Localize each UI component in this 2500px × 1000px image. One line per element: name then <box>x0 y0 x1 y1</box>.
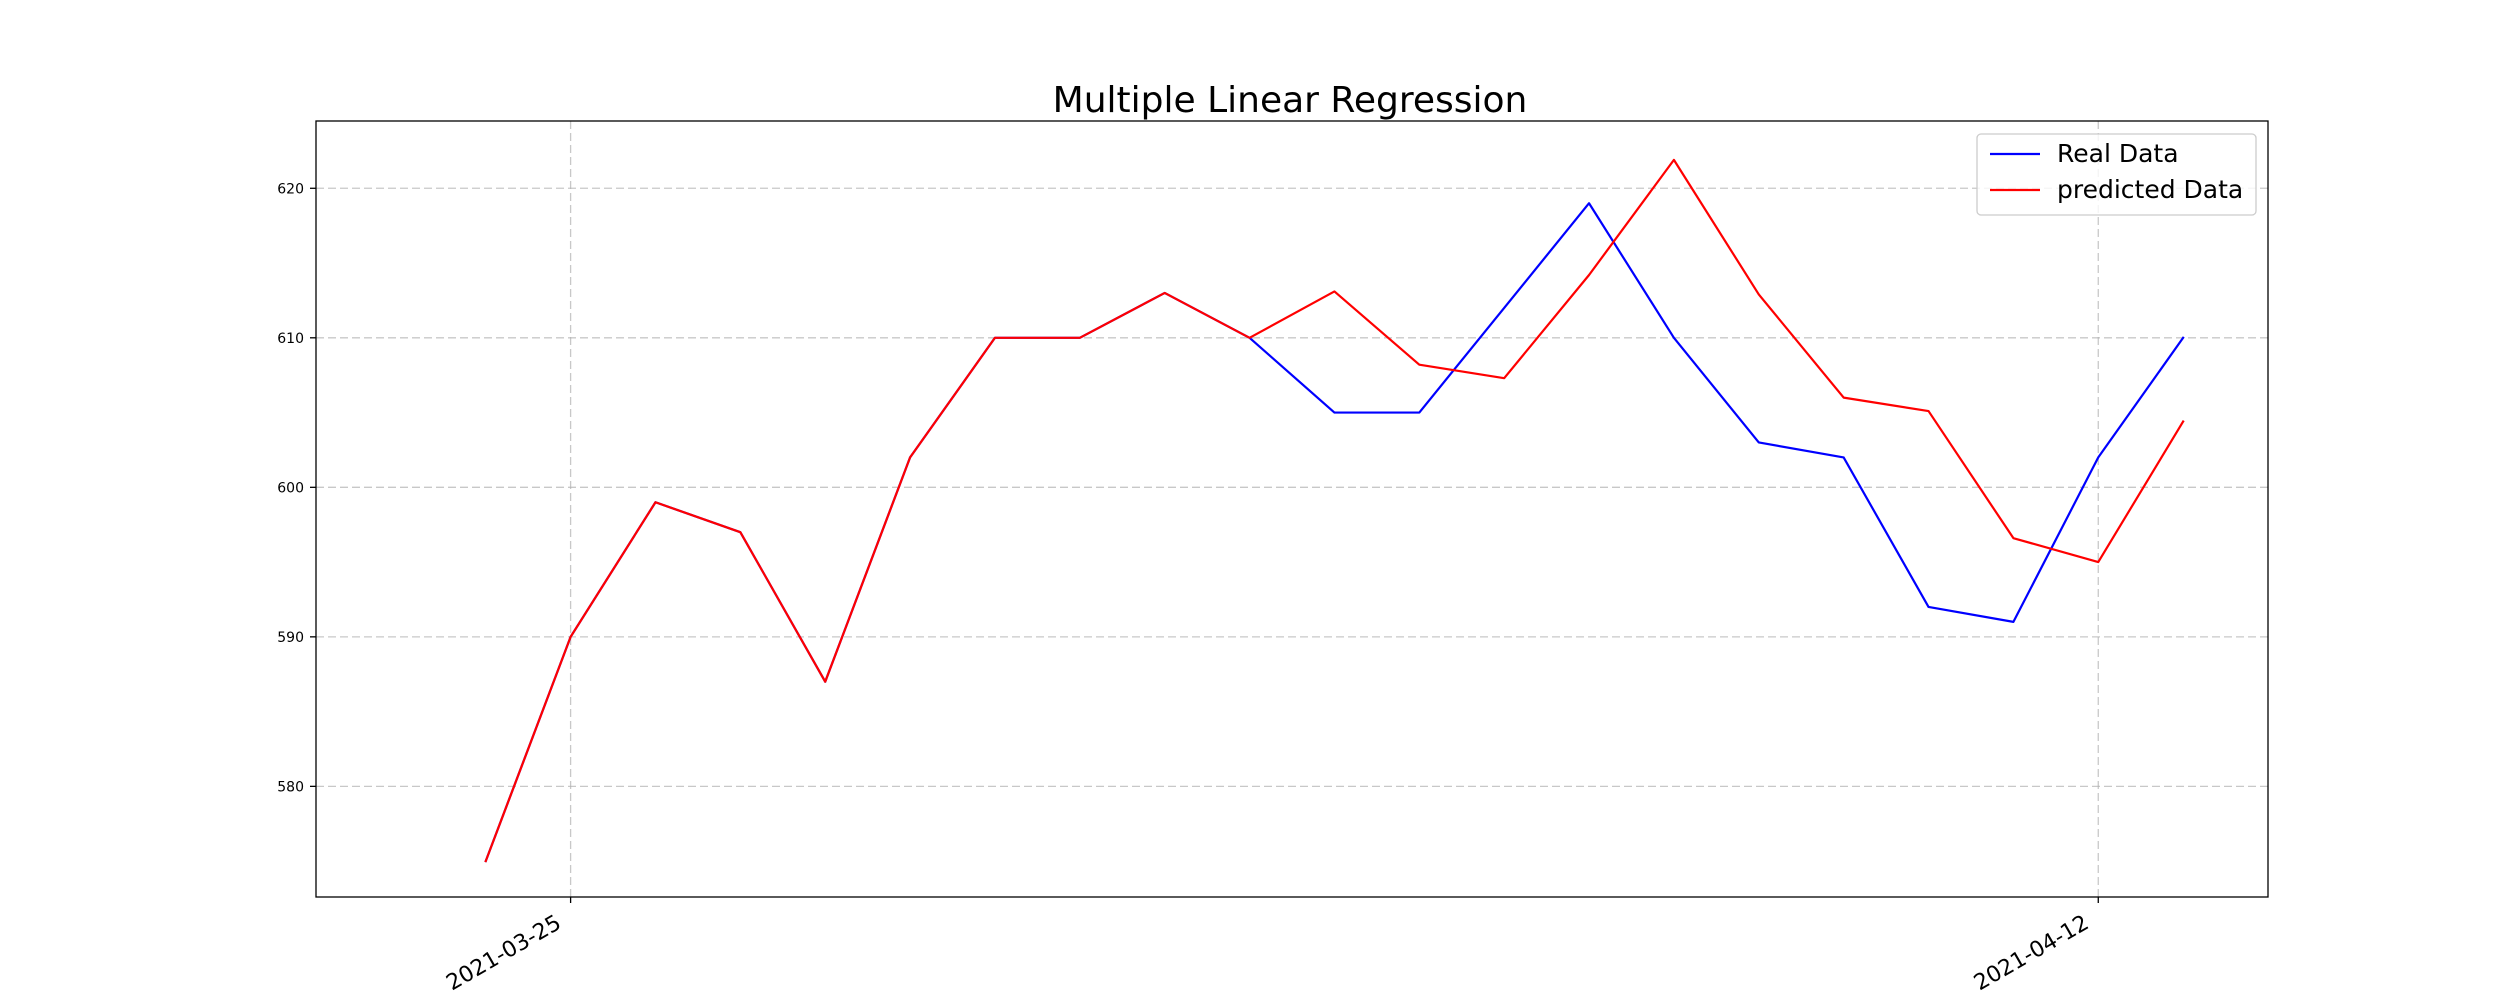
plot-frame <box>315 120 2269 898</box>
y-tick-label: 580 <box>277 779 304 795</box>
series-layer <box>484 158 2185 863</box>
y-tick-label: 620 <box>277 181 304 197</box>
y-tick-label: 600 <box>277 480 304 496</box>
chart-title: Multiple Linear Regression <box>1053 80 1528 121</box>
grid-layer <box>316 121 2268 897</box>
x-tick-label: 2021-04-12 <box>1970 911 2093 997</box>
y-axis: 580 590 600 610 620 <box>277 181 316 795</box>
legend-box <box>1976 133 2257 216</box>
y-tick-label: 590 <box>277 630 304 646</box>
x-tick-label: 2021-03-25 <box>442 911 565 997</box>
y-tick-label: 610 <box>277 331 304 347</box>
x-axis: 2021-03-25 2021-04-12 <box>442 897 2099 997</box>
series-line-predicted-data <box>484 158 2185 863</box>
legend-label: Real Data <box>2057 139 2179 168</box>
legend: Real Data predicted Data <box>1976 133 2257 216</box>
legend-label: predicted Data <box>2057 175 2243 204</box>
